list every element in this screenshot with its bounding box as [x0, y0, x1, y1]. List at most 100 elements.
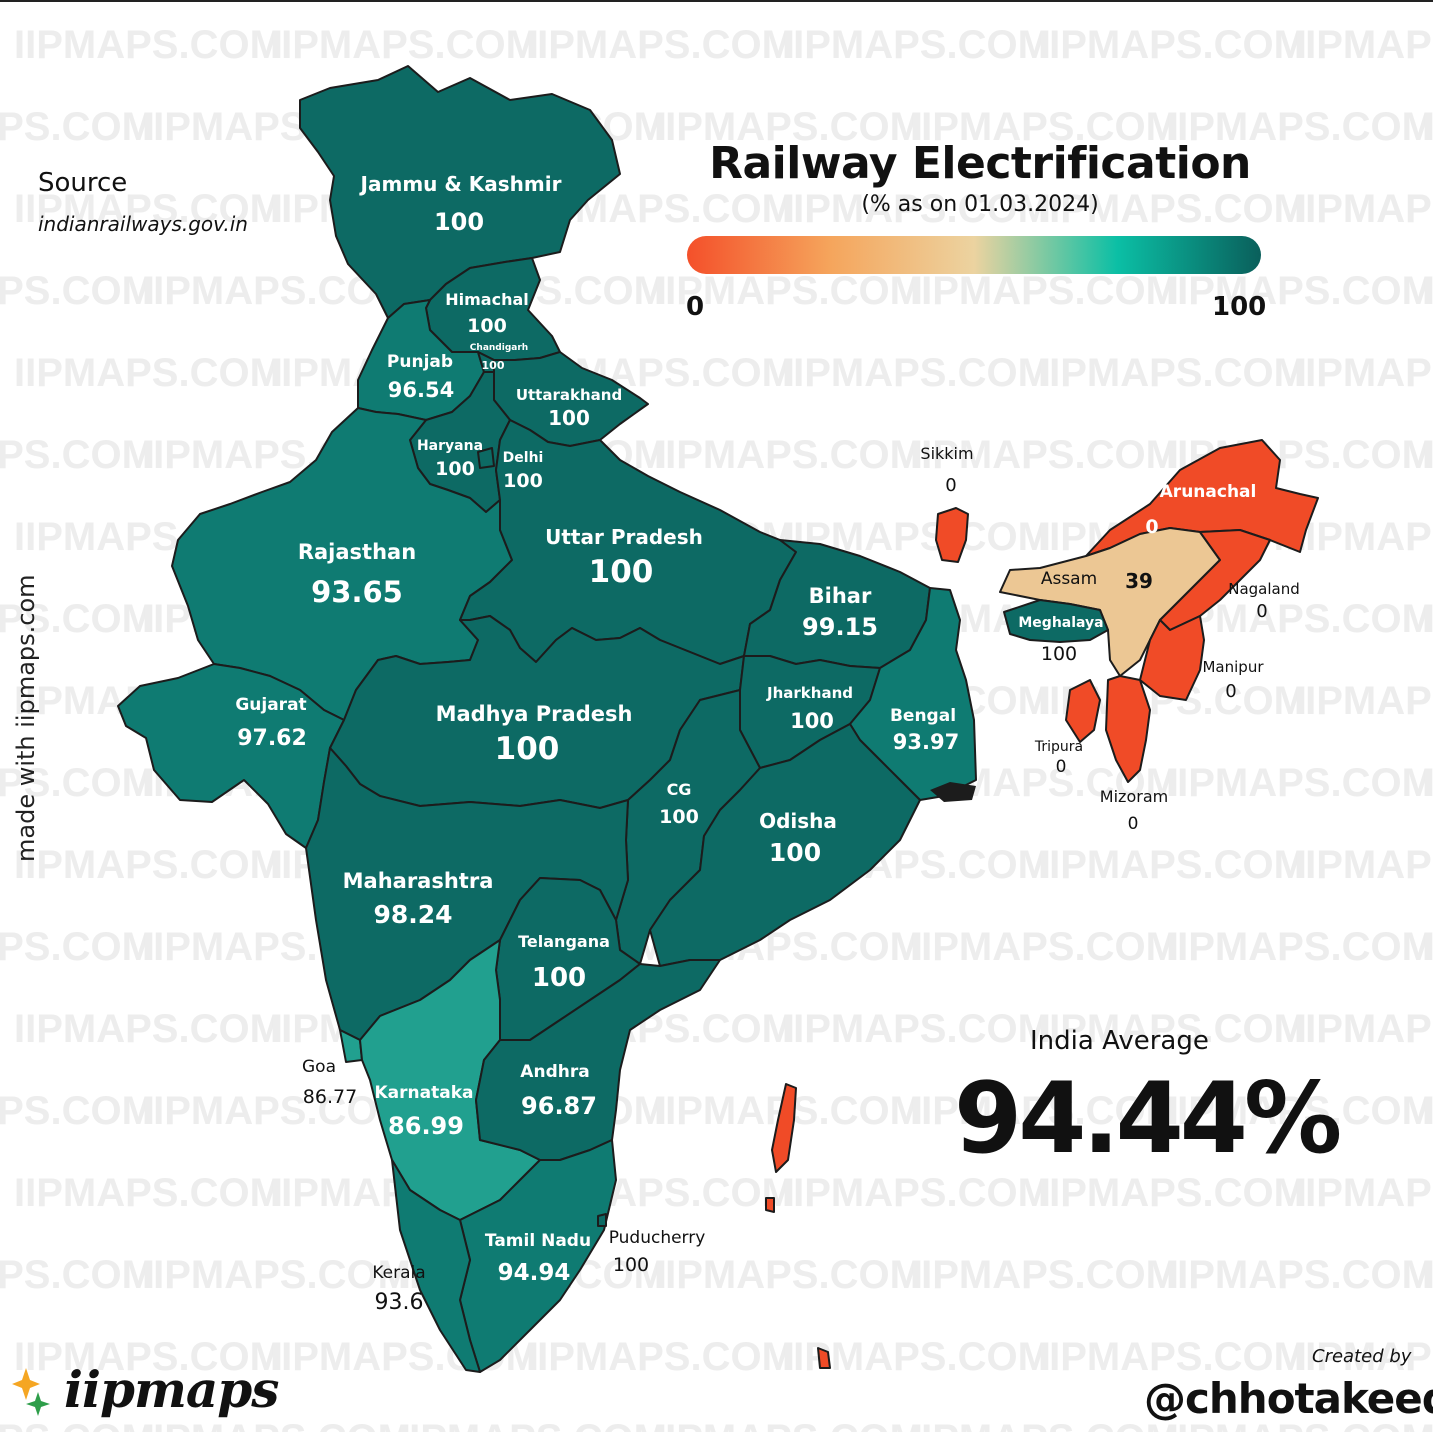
watermark-text: IIPMAPS.COM [1294, 515, 1433, 559]
watermark-text: IIPMAPS.COM [1294, 23, 1433, 67]
watermark-text: IIPMAPS.COM [1166, 105, 1433, 149]
label-cg-value: 100 [659, 806, 699, 828]
label-tr-value: 0 [1055, 757, 1067, 777]
watermark-text: IIPMAPS.COM [1294, 679, 1433, 723]
watermark-text: IIPMAPS.COM [1038, 187, 1307, 231]
region-tr [1065, 679, 1101, 743]
watermark-text: IIPMAPS.COM [1422, 761, 1433, 805]
created-by-label: Created by [1312, 1346, 1412, 1367]
label-tn-value: 94.94 [497, 1260, 571, 1286]
label-jh-value: 100 [790, 709, 834, 733]
watermark-text: IIPMAPS.COM [910, 105, 1179, 149]
label-dl-name: Delhi [502, 450, 544, 466]
watermark-text: IIPMAPS.COM [1038, 1171, 1307, 1215]
label-tg-value: 100 [531, 963, 587, 993]
side-credit: made with iipmaps.com [12, 574, 40, 862]
watermark-text: IIPMAPS.COM [782, 351, 1051, 395]
label-up-name: Uttar Pradesh [545, 525, 703, 549]
brand-logo-text: iipmaps [64, 1360, 279, 1419]
region-mn [1139, 615, 1205, 701]
watermark-text: IIPMAPS.COM [654, 433, 923, 477]
watermark-text: IIPMAPS.COM [1038, 843, 1307, 887]
region-dl [477, 447, 495, 469]
label-py-value: 100 [612, 1254, 650, 1276]
label-hr-value: 100 [435, 458, 475, 480]
watermark-text: IIPMAPS.COM [0, 1417, 155, 1432]
watermark-text: IIPMAPS.COM [0, 597, 155, 641]
label-rj-value: 93.65 [311, 575, 403, 609]
watermark-text: IIPMAPS.COM [782, 1007, 1051, 1051]
label-sk-name: Sikkim [920, 444, 974, 463]
watermark-text: IIPMAPS.COM [14, 1007, 283, 1051]
watermark-text: IIPMAPS.COM [1166, 1253, 1433, 1297]
label-mp-value: 100 [494, 731, 560, 767]
label-hp-value: 100 [467, 315, 507, 337]
label-tr-name: Tripura [1034, 739, 1084, 755]
watermark-text: IIPMAPS.COM [1294, 187, 1433, 231]
label-od-name: Odisha [759, 809, 837, 833]
label-uk-name: Uttarakhand [515, 386, 623, 404]
watermark-text: IIPMAPS.COM [1422, 1253, 1433, 1297]
label-tn-name: Tamil Nadu [484, 1231, 592, 1251]
label-ga-value: 86.77 [302, 1086, 358, 1108]
watermark-text: IIPMAPS.COM [782, 23, 1051, 67]
label-uk-value: 100 [548, 406, 590, 430]
label-ga-name: Goa [302, 1057, 336, 1077]
label-ml-value: 100 [1040, 643, 1078, 665]
label-nl-value: 0 [1256, 601, 1268, 622]
watermark-text: IIPMAPS.COM [14, 843, 283, 887]
region-andaman-small [765, 1197, 775, 1213]
watermark-text: IIPMAPS.COM [910, 433, 1179, 477]
region-ap [475, 959, 721, 1161]
watermark-text: IIPMAPS.COM [0, 433, 155, 477]
watermark-text: IIPMAPS.COM [142, 1417, 411, 1432]
india-average-value: 94.44% [954, 1062, 1342, 1176]
chart-subtitle: (% as on 01.03.2024) [861, 192, 1099, 217]
label-gj-value: 97.62 [237, 726, 307, 751]
watermark-text: IIPMAPS.COM [142, 1253, 411, 1297]
label-mn-value: 0 [1225, 681, 1237, 702]
watermark-text: IIPMAPS.COM [142, 1089, 411, 1133]
watermark-text: IIPMAPS.COM [654, 1253, 923, 1297]
label-wb-value: 93.97 [892, 730, 960, 754]
watermark-text: IIPMAPS.COM [1294, 1007, 1433, 1051]
watermark-text: IIPMAPS.COM [1422, 105, 1433, 149]
label-ap-name: Andhra [520, 1062, 590, 1082]
watermark-text: IIPMAPS.COM [1422, 925, 1433, 969]
watermark-text: IIPMAPS.COM [654, 1417, 923, 1432]
watermark-text: IIPMAPS.COM [1038, 1335, 1307, 1379]
watermark-text: IIPMAPS.COM [1422, 1417, 1433, 1432]
watermark-text: IIPMAPS.COM [1294, 1171, 1433, 1215]
watermark-text: IIPMAPS.COM [14, 1171, 283, 1215]
watermark-text: IIPMAPS.COM [1294, 351, 1433, 395]
watermark-text: IIPMAPS.COM [526, 23, 795, 67]
label-pb-name: Punjab [386, 352, 454, 372]
watermark-text: IIPMAPS.COM [0, 761, 155, 805]
watermark-text: IIPMAPS.COM [0, 925, 155, 969]
color-scale-bar [687, 236, 1261, 274]
watermark-text: IIPMAPS.COM [910, 1253, 1179, 1297]
watermark-text: IIPMAPS.COM [526, 1335, 795, 1379]
creator-handle: @chhotakeeda [1144, 1374, 1433, 1423]
watermark-text: IIPMAPS.COM [14, 351, 283, 395]
watermark-text: IIPMAPS.COM [1422, 433, 1433, 477]
label-py-name: Puducherry [608, 1228, 706, 1248]
watermark-text: IIPMAPS.COM [270, 23, 539, 67]
watermark-text: IIPMAPS.COM [0, 1253, 155, 1297]
label-ch-name: Chandigarh [469, 343, 529, 353]
watermark-text: IIPMAPS.COM [1422, 1089, 1433, 1133]
watermark-text: IIPMAPS.COM [910, 1417, 1179, 1432]
top-border [0, 0, 1433, 2]
watermark-text: IIPMAPS.COM [14, 1335, 283, 1379]
chart-title: Railway Electrification [709, 138, 1251, 189]
label-ka-value: 86.99 [388, 1112, 464, 1140]
label-jk-name: Jammu & Kashmir [360, 172, 562, 196]
watermark-text: IIPMAPS.COM [0, 1089, 155, 1133]
label-ar-name: Arunachal [1159, 482, 1257, 502]
source-url: indianrailways.gov.in [38, 212, 248, 236]
label-ap-value: 96.87 [521, 1092, 597, 1120]
watermark-text: IIPMAPS.COM [1166, 925, 1433, 969]
label-tg-name: Telangana [518, 932, 610, 951]
label-mh-value: 98.24 [373, 900, 453, 929]
